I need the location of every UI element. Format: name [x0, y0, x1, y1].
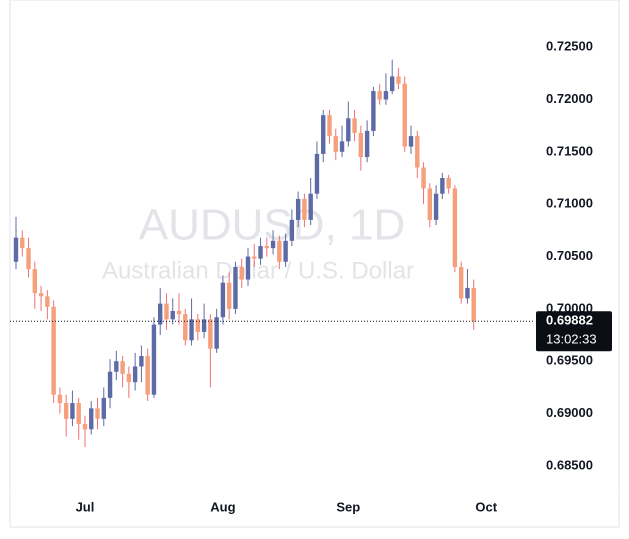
candle-body: [226, 282, 232, 309]
y-tick-label: 0.69500: [546, 353, 593, 368]
candle-body: [252, 256, 257, 259]
candle-body: [302, 198, 307, 220]
candle-body: [57, 394, 63, 404]
candle-body: [352, 118, 357, 133]
candle-body: [189, 319, 194, 341]
candle-body: [327, 115, 332, 137]
candle-body: [408, 136, 414, 147]
candle-body: [195, 319, 201, 332]
y-tick-label: 0.72000: [546, 91, 593, 106]
candle-body: [358, 132, 364, 158]
candle-body: [183, 314, 188, 341]
candle-body: [26, 248, 31, 270]
candle-body: [383, 91, 389, 100]
candle-body: [176, 310, 182, 315]
candle-body: [421, 167, 426, 189]
candle-body: [339, 141, 345, 152]
candle-body: [70, 403, 75, 419]
candle-body: [270, 240, 276, 249]
last-price-box: [536, 311, 612, 352]
last-price-label: 0.69882: [546, 313, 593, 328]
candle-body: [126, 373, 132, 383]
candle-body: [377, 91, 382, 100]
candle-body: [364, 130, 370, 158]
candle-body: [114, 361, 119, 372]
y-tick-label: 0.71500: [546, 143, 593, 158]
candle-body: [76, 403, 81, 425]
candle-body: [89, 408, 94, 430]
candle-body: [308, 193, 313, 220]
candle-body: [214, 317, 219, 349]
y-tick-label: 0.69000: [546, 405, 593, 420]
candle-body: [45, 296, 50, 307]
candle-body: [164, 303, 169, 320]
candle-body: [170, 310, 175, 320]
y-tick-label: 0.72500: [546, 39, 593, 54]
candle-body: [427, 188, 433, 220]
x-tick-label: Oct: [475, 499, 497, 514]
candle-body: [38, 293, 44, 297]
candle-body: [32, 269, 38, 294]
candle-body: [264, 246, 269, 249]
candle-body: [333, 136, 338, 152]
candle-body: [145, 355, 150, 395]
countdown-label: 13:02:33: [546, 332, 597, 347]
x-tick-label: Jul: [76, 499, 95, 514]
candle-body: [289, 219, 295, 241]
candle-body: [314, 153, 320, 194]
x-tick-label: Sep: [336, 499, 360, 514]
candle-body: [220, 282, 226, 318]
chart-frame: [9, 0, 620, 528]
y-tick-label: 0.70500: [546, 248, 593, 263]
x-tick-label: Aug: [210, 499, 235, 514]
candle-body: [63, 403, 69, 419]
candle-body: [107, 371, 113, 398]
candle-body: [245, 256, 251, 280]
candle-body: [120, 361, 125, 374]
candle-body: [208, 319, 213, 349]
candle-body: [201, 319, 207, 332]
candle-body: [446, 177, 451, 189]
candle-body: [95, 408, 100, 419]
candle-body: [396, 76, 401, 84]
candle-body: [233, 266, 238, 309]
candle-body: [158, 303, 163, 325]
candle-body: [258, 246, 263, 259]
candle-body: [465, 287, 470, 299]
candle-body: [390, 76, 395, 92]
y-tick-label: 0.71000: [546, 196, 593, 211]
candle-body: [82, 424, 88, 430]
candle-body: [101, 397, 106, 419]
candle-body: [458, 266, 464, 299]
candle-body: [452, 188, 458, 267]
candle-body: [139, 355, 144, 367]
candle-body: [295, 198, 301, 220]
candle-body: [433, 193, 439, 220]
candle-body: [132, 366, 138, 383]
candle-body: [321, 115, 326, 154]
candle-body: [283, 240, 288, 262]
candle-body: [440, 177, 445, 194]
candle-body: [346, 118, 351, 142]
candle-body: [402, 83, 407, 147]
candle-body: [20, 237, 25, 249]
candle-body: [277, 240, 282, 262]
watermark-subtitle: Australian Dollar / U.S. Dollar: [102, 257, 414, 284]
candle-body: [51, 306, 56, 395]
candle-body: [471, 287, 476, 322]
y-tick-label: 0.68500: [546, 457, 593, 472]
candle-body: [415, 136, 420, 168]
candle-body: [13, 237, 19, 262]
candle-body: [239, 266, 244, 280]
candle-body: [371, 91, 376, 131]
candle-body: [151, 324, 157, 395]
